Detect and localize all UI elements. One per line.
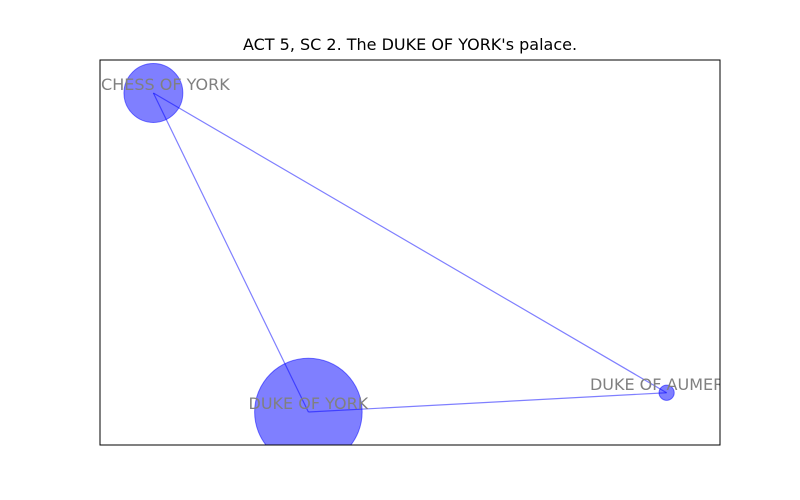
edge-duchess-aumerle <box>153 92 667 394</box>
node-layer <box>123 63 675 445</box>
node-aumerle <box>658 384 675 401</box>
node-york <box>254 357 363 445</box>
edge-york-aumerle <box>308 392 667 413</box>
plot-frame <box>99 59 721 446</box>
edge-duchess-york <box>152 92 309 413</box>
chart-title: ACT 5, SC 2. The DUKE OF YORK's palace. <box>242 35 578 54</box>
edge-layer <box>152 92 667 413</box>
node-duchess <box>123 63 184 123</box>
label-layer: DUCHESS OF YORK DUKE OF YORK DUKE OF AUMER… <box>77 75 743 413</box>
node-label-aumerle: DUKE OF AUMERLE <box>590 375 743 394</box>
node-label-duchess: DUCHESS OF YORK <box>77 75 230 94</box>
node-label-york: DUKE OF YORK <box>249 394 369 413</box>
